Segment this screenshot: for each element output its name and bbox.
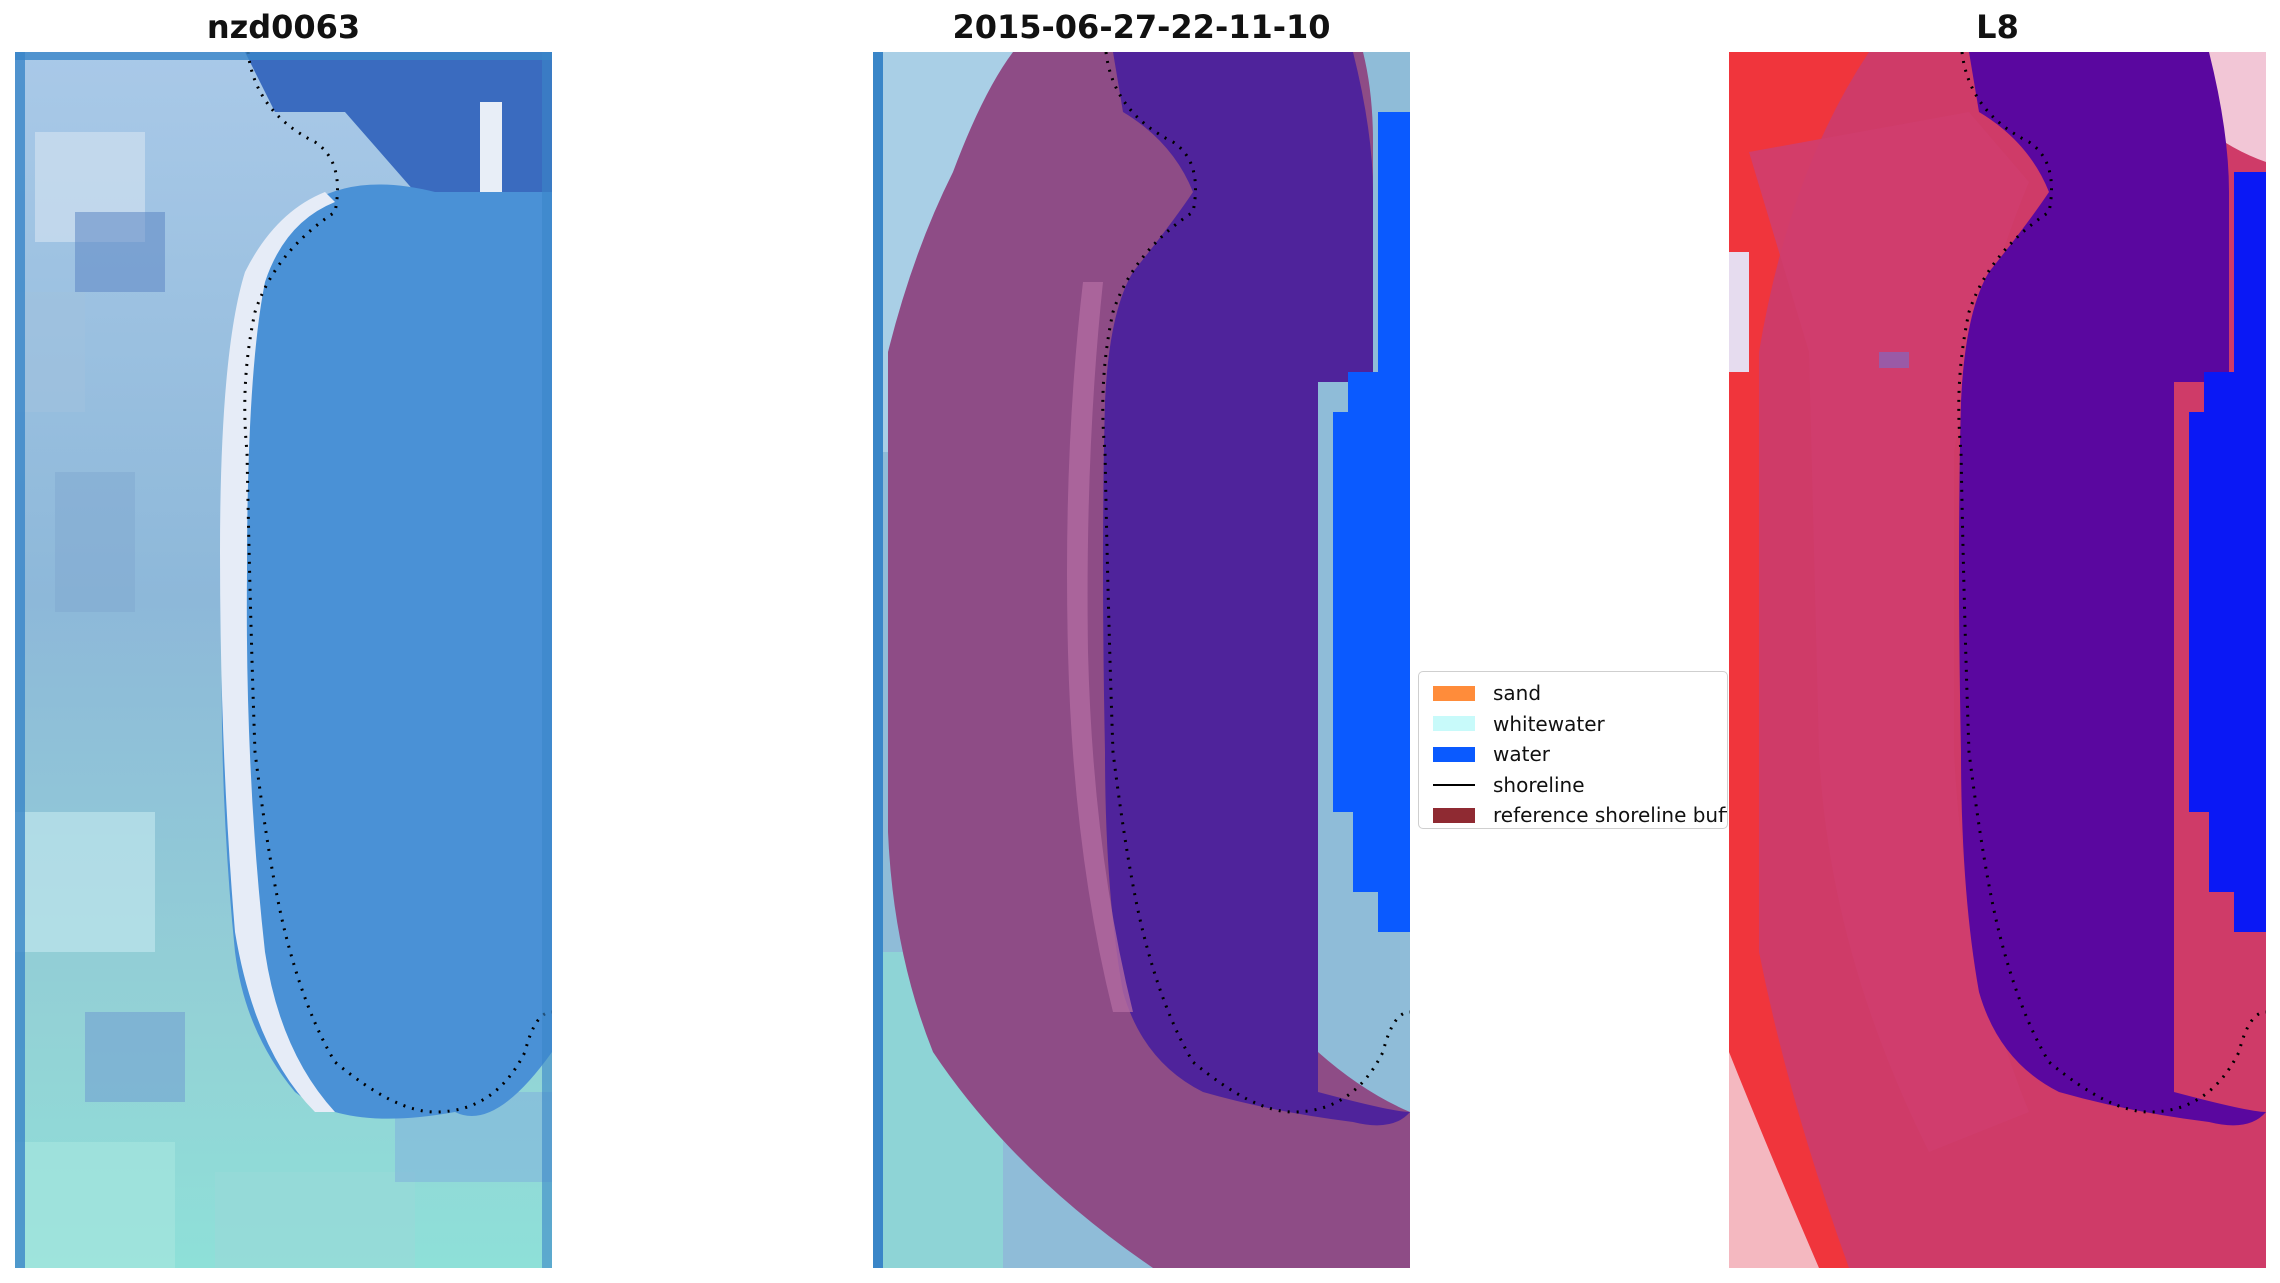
legend-label-water: water — [1493, 742, 1550, 767]
legend-label-sand: sand — [1493, 681, 1542, 706]
legend-item-shoreline: shoreline — [1427, 770, 1727, 801]
legend-label-reference-buffer: reference shoreline buffer — [1493, 803, 1728, 828]
legend-item-reference-buffer: reference shoreline buffer — [1427, 800, 1728, 828]
index-image — [1729, 52, 2266, 1268]
legend-label-whitewater: whitewater — [1493, 711, 1605, 736]
legend-swatch-water — [1433, 746, 1475, 762]
legend-item-water: water — [1427, 739, 1727, 770]
legend: sand whitewater water shoreline referenc… — [1418, 671, 1728, 829]
rgb-image-panel — [15, 52, 552, 1268]
panel-title-classification: 2015-06-27-22-11-10 — [952, 8, 1331, 46]
legend-label-shoreline: shoreline — [1493, 772, 1585, 797]
legend-swatch-sand — [1433, 685, 1475, 701]
legend-swatch-whitewater — [1433, 716, 1475, 732]
panel-title-index: L8 — [1976, 8, 2019, 46]
legend-item-sand: sand — [1427, 678, 1727, 709]
rgb-image — [15, 52, 552, 1268]
panel-title-rgb: nzd0063 — [206, 8, 361, 46]
legend-item-whitewater: whitewater — [1427, 709, 1727, 740]
legend-line-shoreline — [1433, 783, 1475, 786]
legend-swatch-reference-buffer — [1433, 807, 1475, 823]
classification-image — [873, 52, 1410, 1268]
index-panel — [1729, 52, 2266, 1268]
classification-panel — [873, 52, 1410, 1268]
